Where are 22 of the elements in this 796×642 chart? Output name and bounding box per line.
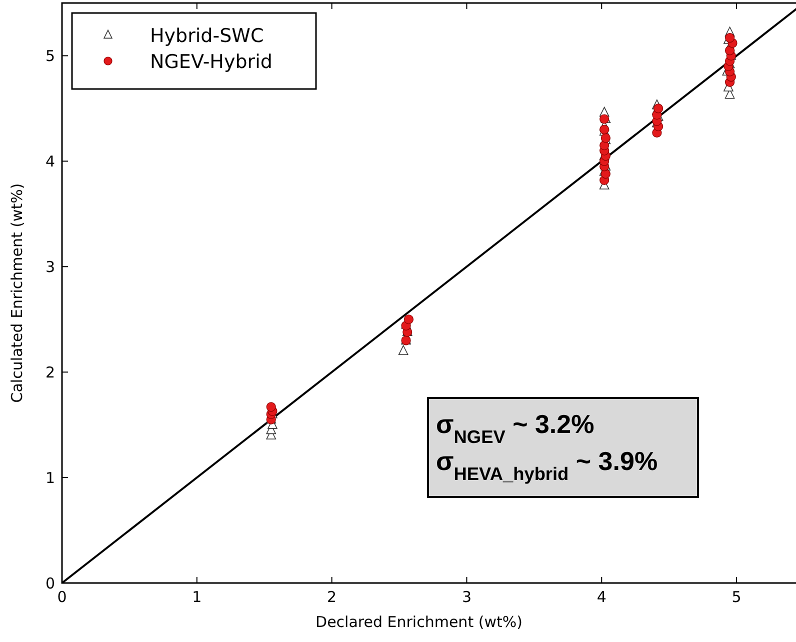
y-tick-label: 4 <box>45 152 55 170</box>
y-axis-title: Calculated Enrichment (wt%) <box>8 183 26 403</box>
y-tick-label: 1 <box>45 468 55 487</box>
x-tick-label: 5 <box>732 588 742 606</box>
y-tick-label: 5 <box>45 46 55 65</box>
y-tick-label: 0 <box>45 574 55 592</box>
x-axis-title: Declared Enrichment (wt%) <box>316 613 522 631</box>
point <box>725 46 735 56</box>
x-tick-label: 2 <box>327 588 337 606</box>
x-tick-label: 1 <box>192 588 202 606</box>
x-tick-label: 3 <box>462 588 472 606</box>
annotation: σ$_{HEVA_hybrid}$ ~ 3.9% <box>436 446 658 484</box>
legend-label: NGEV-Hybrid <box>150 51 272 73</box>
y-tick-label: 3 <box>45 258 55 276</box>
point <box>404 314 414 324</box>
y-tick-label: 2 <box>45 363 55 382</box>
point <box>398 345 408 355</box>
point <box>266 402 276 412</box>
annotation: σ$_{NGEV}$ ~ 3.2% <box>436 409 594 447</box>
x-tick-label: 0 <box>57 588 67 606</box>
legend-label: Hybrid-SWC <box>150 25 264 47</box>
x-tick-label: 4 <box>596 588 606 606</box>
